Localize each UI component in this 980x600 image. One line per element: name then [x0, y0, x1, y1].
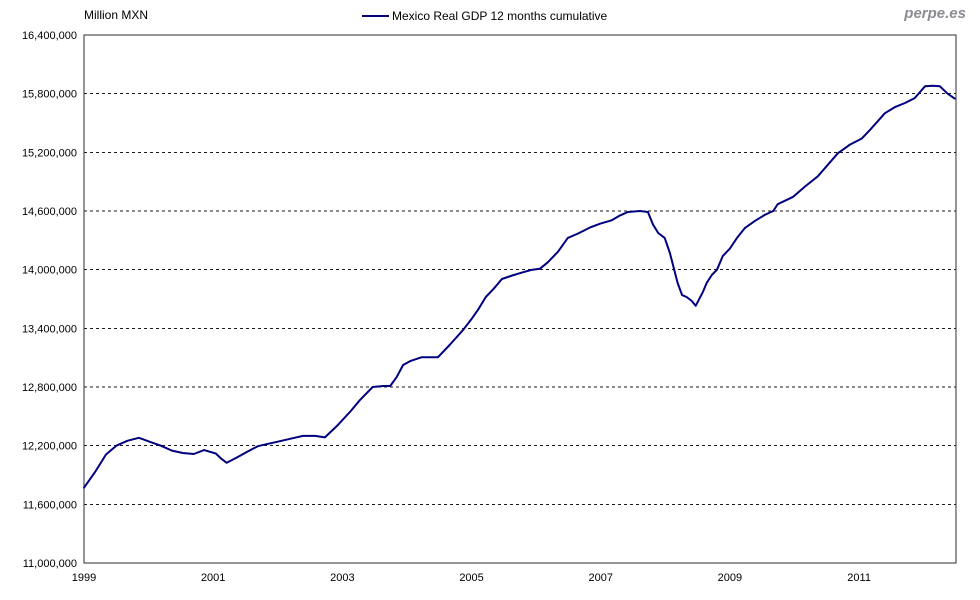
y-tick-label: 12,200,000	[22, 441, 77, 453]
y-axis-title: Million MXN	[84, 8, 149, 22]
y-tick-label: 11,600,000	[23, 499, 77, 511]
y-tick-label: 15,200,000	[22, 147, 77, 159]
gdp-line	[83, 84, 956, 489]
legend-line-swatch	[362, 15, 389, 17]
x-tick-label: 2007	[588, 572, 612, 584]
y-tick-label: 13,400,000	[22, 323, 77, 335]
watermark: perpe.es	[904, 5, 966, 22]
y-tick-label: 14,000,000	[22, 265, 77, 277]
y-tick-label: 14,600,000	[22, 206, 77, 218]
legend-label: Mexico Real GDP 12 months cumulative	[392, 9, 608, 23]
x-tick-label: 2003	[330, 572, 354, 584]
y-tick-label: 12,800,000	[22, 382, 77, 394]
y-tick-label: 11,000,000	[23, 558, 77, 570]
x-tick-label: 2001	[201, 572, 225, 584]
y-tick-label: 16,400,000	[22, 30, 77, 42]
x-tick-label: 2011	[847, 572, 871, 584]
legend: Mexico Real GDP 12 months cumulative	[362, 9, 607, 23]
x-tick-label: 2005	[459, 572, 483, 584]
y-tick-label: 15,800,000	[22, 89, 77, 101]
x-tick-label: 1999	[72, 572, 96, 584]
plot-border	[83, 34, 957, 564]
x-tick-label: 2009	[718, 572, 742, 584]
